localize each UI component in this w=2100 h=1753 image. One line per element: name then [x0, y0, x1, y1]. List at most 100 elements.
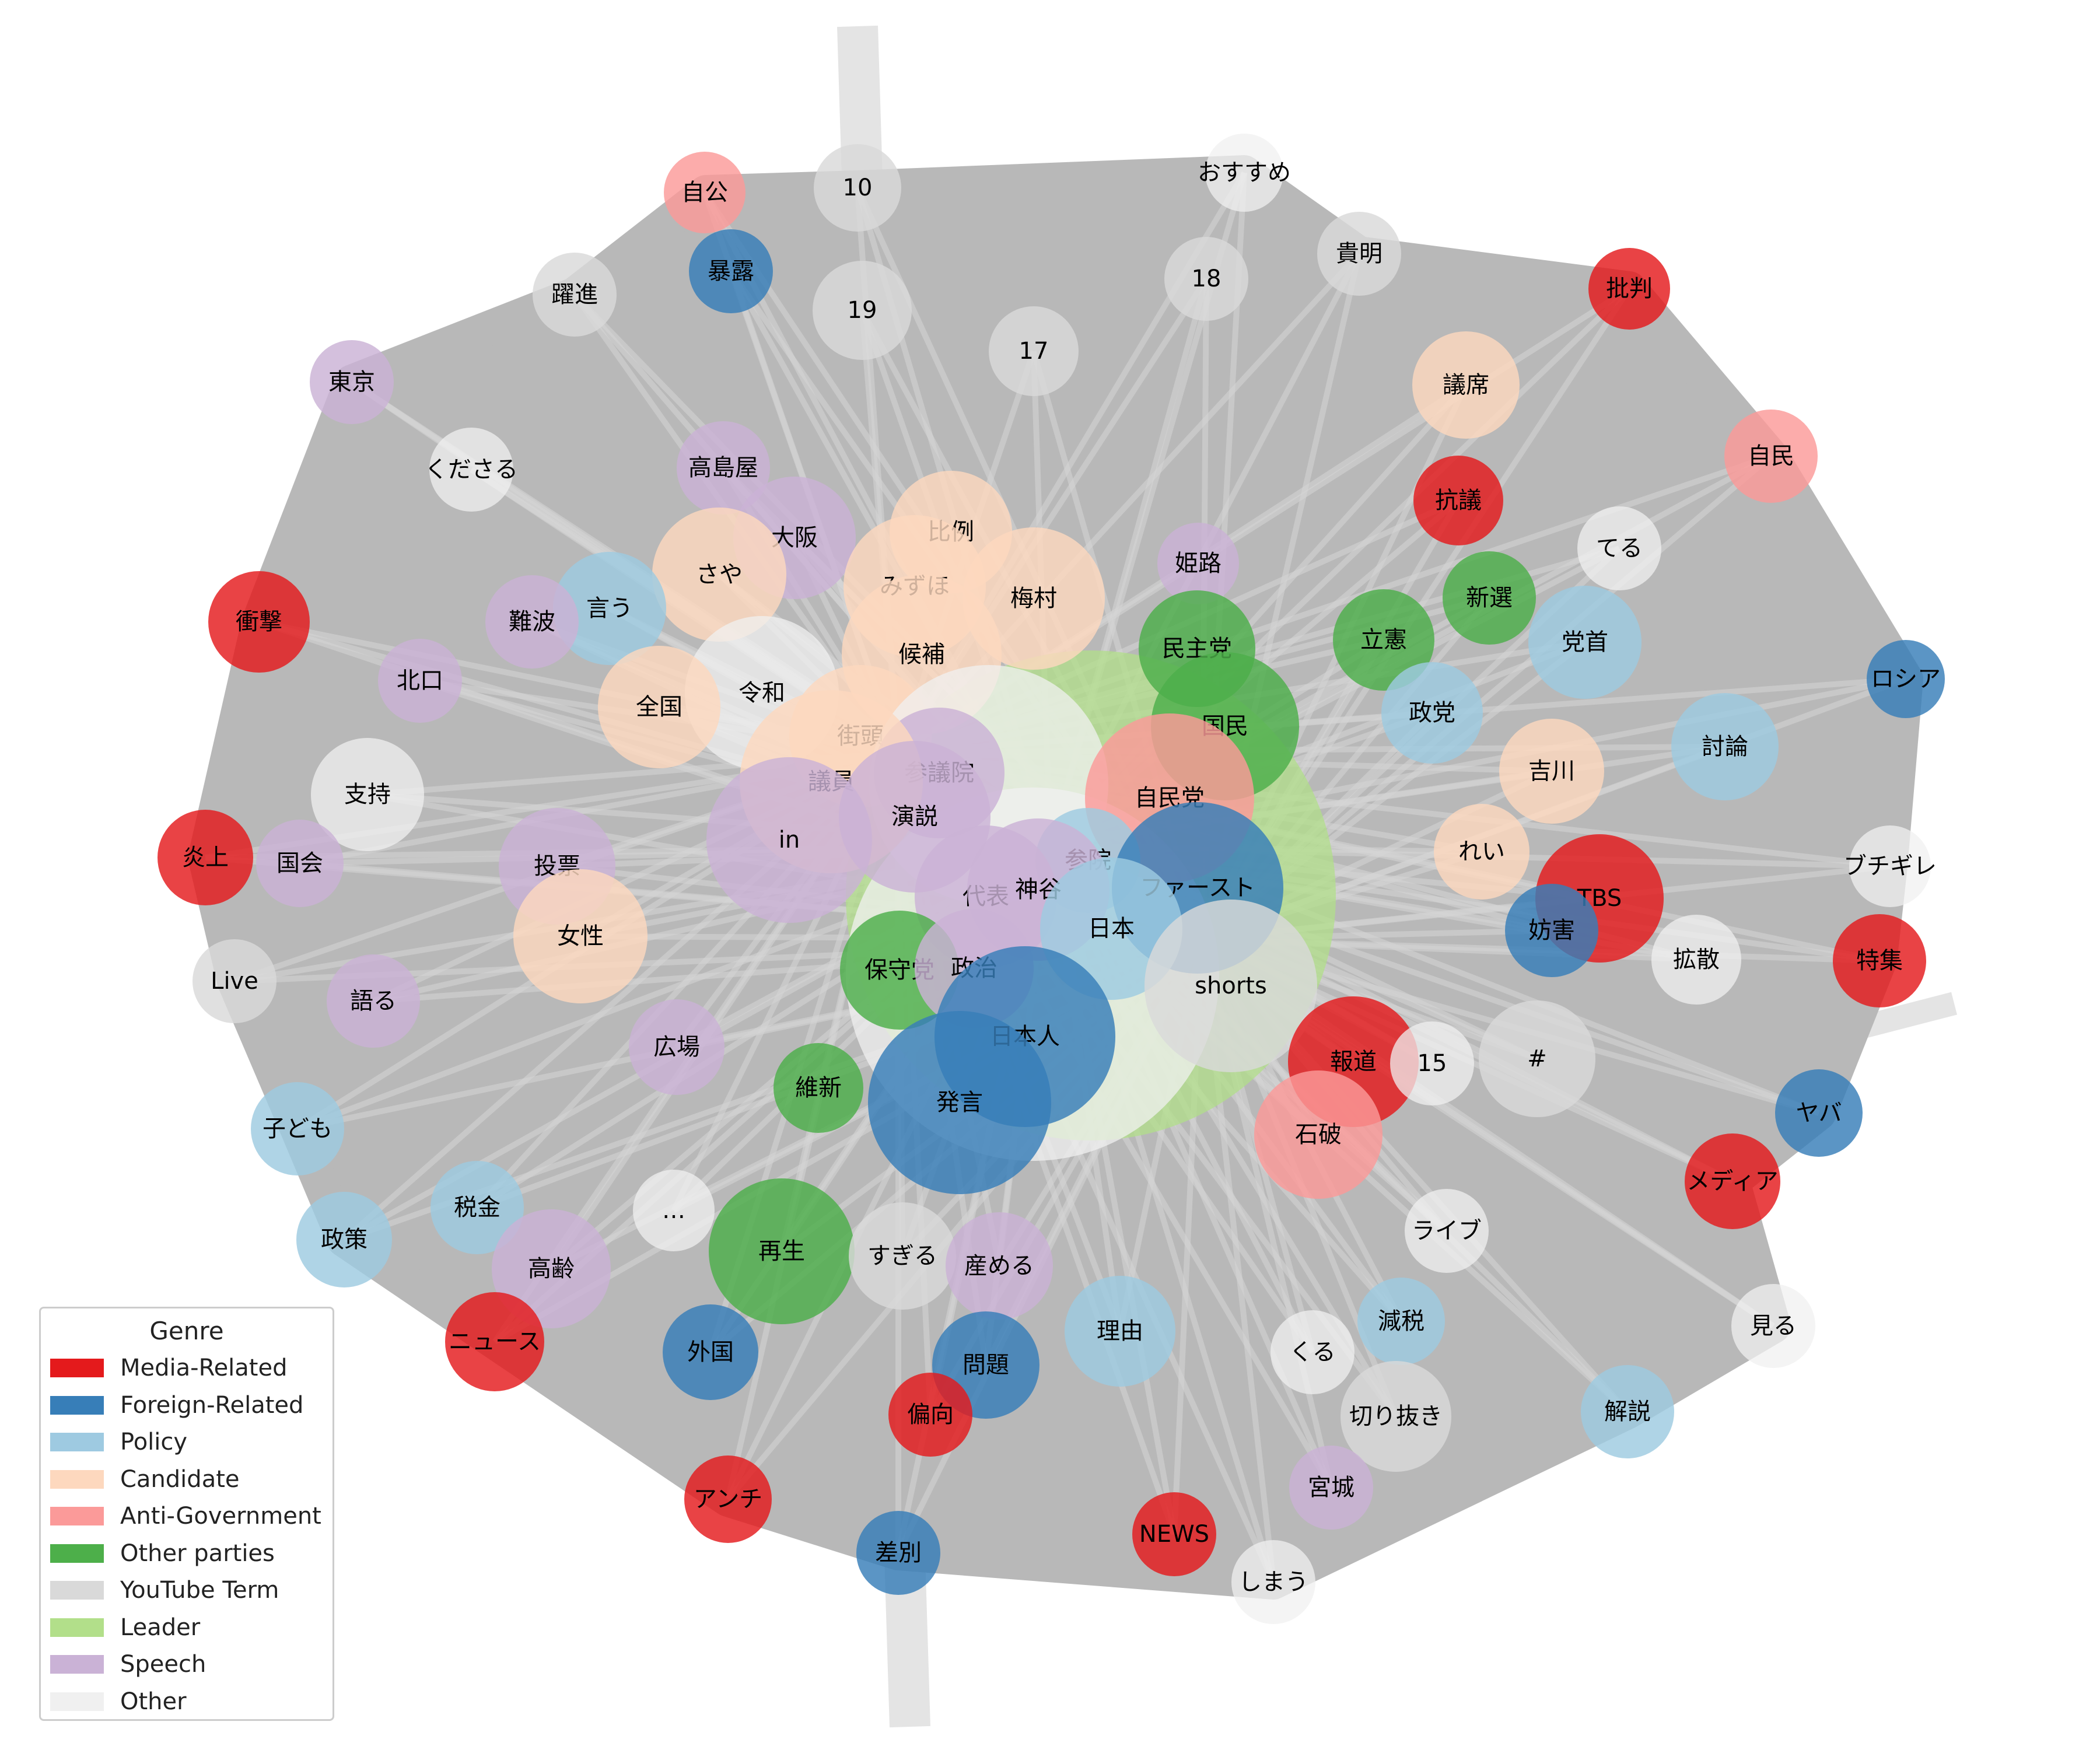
legend: Genre Media-Related Foreign-Related Policy…: [39, 1307, 334, 1721]
node-label: 候補: [898, 641, 945, 668]
node-label: 政党: [1409, 699, 1455, 726]
node-circle: [1412, 331, 1520, 439]
node-circle: [1588, 248, 1670, 330]
node-label: 新選: [1466, 585, 1513, 611]
node-circle: [533, 253, 617, 337]
node-circle: [429, 428, 513, 512]
node: 全国: [598, 646, 720, 768]
node: ニュース: [445, 1292, 544, 1391]
node-circle: [485, 575, 579, 669]
legend-label: Anti-Government: [120, 1503, 321, 1530]
node: 批判: [1588, 248, 1670, 330]
node: ブチギレ: [1843, 825, 1937, 907]
node: 党首: [1528, 586, 1642, 699]
node: #: [1479, 1000, 1595, 1117]
node-circle: [1405, 1189, 1489, 1273]
node-circle: [633, 1170, 715, 1251]
node-circle: [327, 954, 420, 1048]
node-circle: [1577, 506, 1661, 590]
legend-item: Speech: [50, 1647, 206, 1682]
node-circle: [856, 1511, 940, 1595]
node: 議席: [1412, 331, 1520, 439]
node-circle: [1205, 134, 1283, 212]
node-label: さや: [696, 561, 743, 588]
node-label: 難波: [509, 608, 555, 635]
legend-label: Other parties: [120, 1539, 275, 1567]
node-label: 炎上: [182, 844, 229, 871]
legend-swatch: [50, 1581, 104, 1600]
node: 外国: [663, 1304, 758, 1400]
node-label: 宮城: [1308, 1474, 1354, 1501]
node-label: in: [779, 827, 800, 853]
node-label: 産める: [964, 1252, 1034, 1279]
node-circle: [1651, 915, 1741, 1005]
node-label: 減税: [1378, 1308, 1424, 1335]
node: アンチ: [684, 1455, 772, 1543]
node-circle: [888, 1373, 972, 1457]
node-label: 拡散: [1673, 946, 1720, 973]
node: メディア: [1685, 1133, 1780, 1229]
node-circle: [1333, 589, 1434, 691]
node: れい: [1434, 804, 1530, 900]
node: すぎる: [849, 1202, 956, 1310]
node-circle: [849, 1202, 956, 1310]
node-circle: [1157, 523, 1239, 604]
node-circle: [1381, 662, 1483, 764]
node: 見る: [1731, 1284, 1815, 1368]
node-circle: [1254, 1070, 1382, 1199]
node: in: [706, 757, 872, 923]
node-label: 令和: [738, 680, 785, 706]
node-circle: [706, 757, 872, 923]
legend-item: Other: [50, 1684, 187, 1719]
node-circle: [256, 820, 344, 907]
legend-label: YouTube Term: [120, 1577, 279, 1604]
node-label: ヤバ: [1796, 1100, 1842, 1126]
node-circle: [868, 1011, 1051, 1194]
node-label: 切り抜き: [1349, 1403, 1443, 1430]
node-label: 17: [1019, 338, 1049, 365]
node: 石破: [1254, 1070, 1382, 1199]
node: 広場: [629, 999, 724, 1095]
node: 切り抜き: [1340, 1361, 1451, 1472]
node-label: 党首: [1562, 629, 1608, 656]
node-label: 批判: [1606, 275, 1653, 302]
node-circle: [1357, 1278, 1445, 1365]
legend-item: Leader: [50, 1610, 200, 1645]
node: 討論: [1671, 693, 1779, 800]
node-circle: [311, 738, 424, 851]
legend-swatch: [50, 1618, 104, 1637]
node: Live: [192, 939, 276, 1023]
node-label: 18: [1192, 265, 1222, 292]
node-circle: [1270, 1310, 1354, 1394]
node-label: 差別: [875, 1539, 922, 1566]
node-label: 北口: [397, 667, 443, 694]
node: 偏向: [888, 1373, 972, 1457]
node-circle: [989, 306, 1079, 396]
node: 新選: [1443, 551, 1536, 645]
node-label: 税金: [454, 1194, 501, 1221]
node-label: 妨害: [1528, 917, 1575, 944]
node: 発言: [868, 1011, 1051, 1194]
node-label: 全国: [636, 694, 682, 720]
node: 難波: [485, 575, 579, 669]
node: 姫路: [1157, 523, 1239, 604]
node-circle: [1833, 914, 1926, 1007]
node: 子ども: [251, 1082, 344, 1175]
legend-swatch: [50, 1469, 104, 1489]
legend-label: Candidate: [120, 1465, 240, 1493]
node-circle: [296, 1192, 392, 1287]
node-label: 貴明: [1336, 240, 1382, 267]
legend-item: Candidate: [50, 1462, 240, 1497]
node-label: れい: [1458, 838, 1505, 865]
node: 宮城: [1289, 1446, 1373, 1530]
node-label: 支持: [344, 781, 391, 808]
node-circle: [689, 229, 773, 313]
node-circle: [1775, 1069, 1863, 1157]
node: 抗議: [1413, 456, 1503, 545]
node-circle: [158, 810, 253, 905]
node-circle: [1434, 804, 1530, 900]
node-circle: [1132, 1492, 1216, 1576]
node-circle: [1499, 719, 1604, 824]
node: くる: [1270, 1310, 1354, 1394]
